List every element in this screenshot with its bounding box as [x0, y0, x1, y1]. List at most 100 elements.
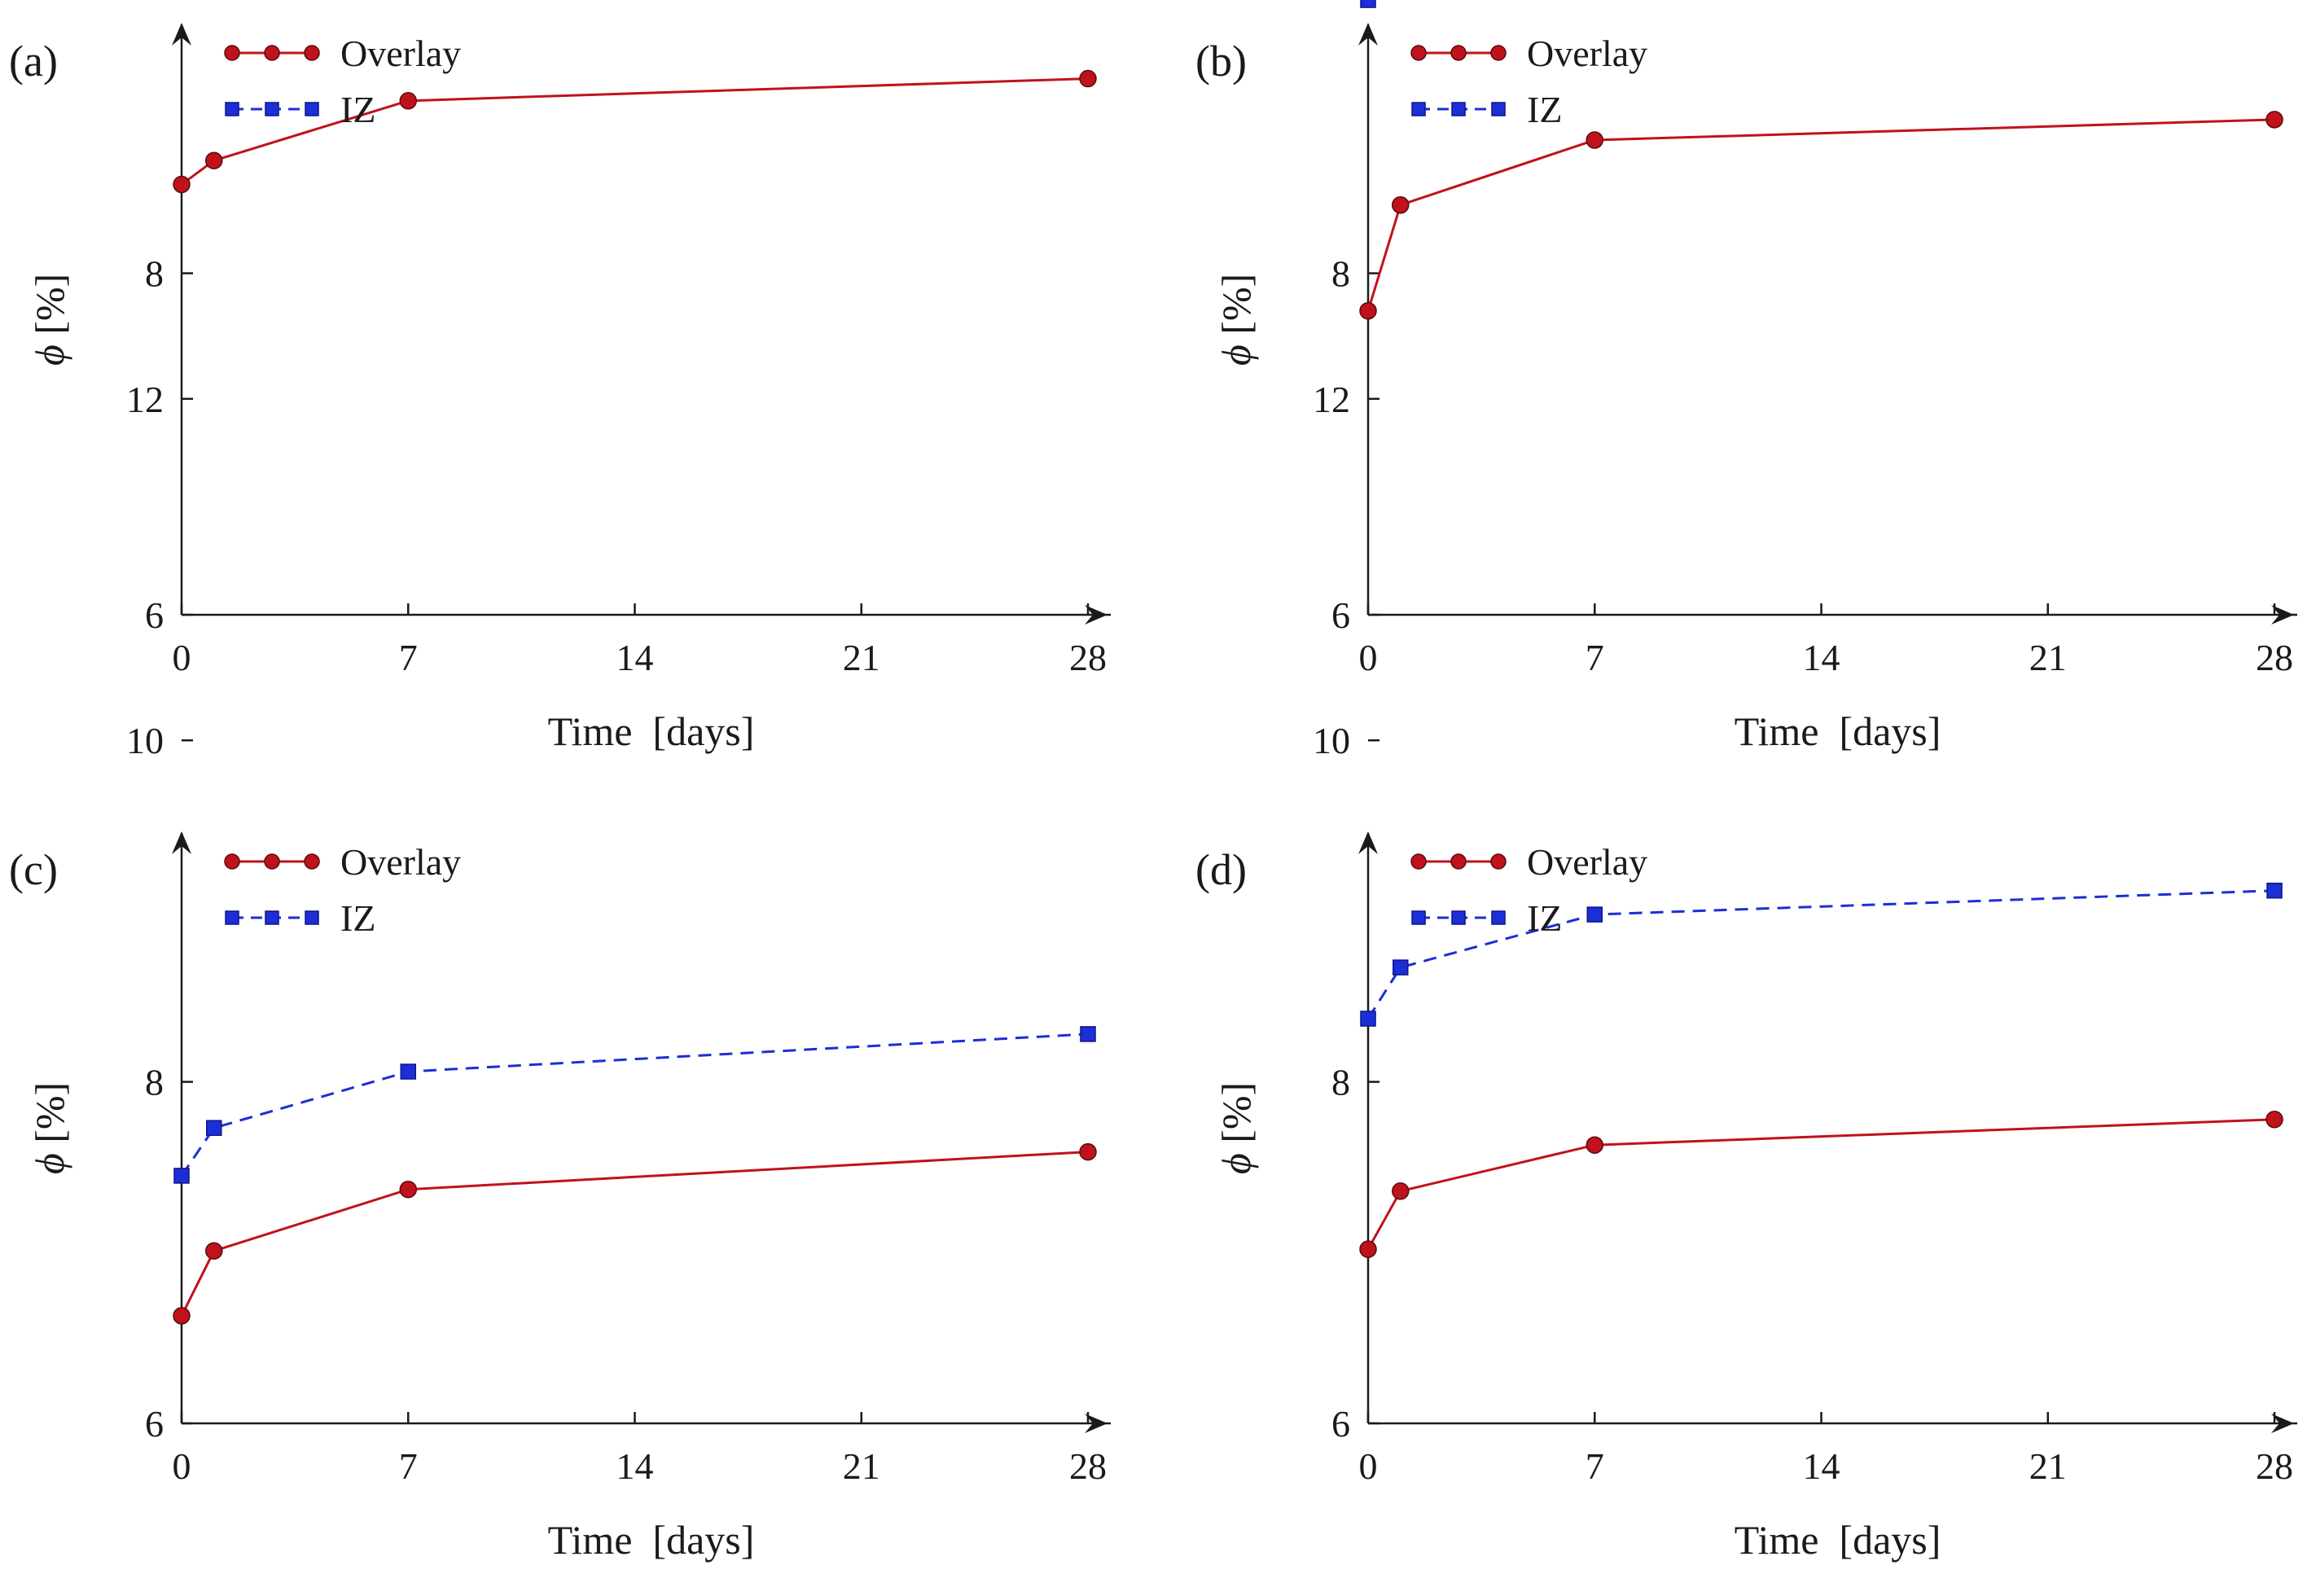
x-tick-label: 21: [843, 637, 880, 678]
data-point: [1586, 131, 1603, 149]
data-point: [173, 175, 191, 194]
data-point: [399, 92, 417, 110]
x-tick-label: 21: [2029, 637, 2067, 678]
series-overlay: [1359, 111, 2283, 320]
data-point: [1079, 69, 1097, 88]
data-point: [2266, 1110, 2283, 1129]
legend-label: IZ: [1527, 897, 1562, 939]
y-tick-label: 6: [1331, 594, 1350, 636]
legend-marker: [1491, 910, 1506, 925]
y-tick-label: 12: [126, 379, 164, 420]
data-point: [1392, 195, 1410, 214]
x-tick-label: 21: [843, 1445, 880, 1487]
x-tick-label: 14: [616, 637, 654, 678]
panel-label: (b): [1195, 37, 1247, 86]
x-tick-label: 28: [1069, 1445, 1107, 1487]
x-tick-label: 7: [1586, 637, 1604, 678]
legend-marker: [264, 45, 280, 61]
legend-marker: [305, 910, 319, 925]
data-point: [400, 1063, 416, 1080]
series-line-overlay: [180, 1151, 1089, 1317]
panel-label: (a): [9, 37, 58, 86]
x-tick-label: 28: [1069, 637, 1107, 678]
series-overlay: [173, 69, 1097, 194]
legend-label: IZ: [340, 89, 375, 130]
y-tick-label: 6: [145, 594, 164, 636]
legend-marker: [304, 45, 320, 61]
legend-marker: [1490, 853, 1507, 870]
data-point: [1392, 1182, 1410, 1200]
x-tick-label: 14: [1803, 637, 1840, 678]
y-tick-label: 6: [1331, 1403, 1350, 1445]
y-axis-title-symbol: ϕ: [27, 344, 72, 366]
legend-label: Overlay: [340, 33, 461, 74]
legend-item-iz: IZ: [225, 89, 375, 130]
x-axis-arrow: [2271, 605, 2294, 625]
data-point: [1360, 1011, 1376, 1027]
y-axis-arrow: [172, 23, 191, 46]
y-axis-arrow: [1358, 831, 1378, 854]
x-tick-label: 14: [1803, 1445, 1840, 1487]
legend-marker: [225, 102, 239, 116]
legend-marker: [305, 102, 319, 116]
data-point: [205, 1242, 223, 1260]
data-point: [1586, 906, 1603, 923]
legend-marker: [224, 853, 240, 870]
series-overlay: [1359, 1110, 2283, 1258]
data-point: [1359, 1240, 1377, 1258]
y-axis-title-unit: [%]: [1213, 274, 1259, 344]
panel-c: 0 7 14 21 28 6 8 10 12 Time [days] ϕ [%] (c) Overlay…: [9, 379, 1111, 1563]
legend-label: IZ: [1527, 89, 1562, 130]
x-tick-label: 14: [616, 1445, 654, 1487]
legend-item-iz: IZ: [1411, 89, 1562, 130]
series-iz: [1360, 0, 1376, 8]
legend-marker: [1411, 910, 1426, 925]
y-tick-label: 8: [1331, 1062, 1350, 1103]
data-point: [1079, 1142, 1097, 1161]
data-point: [1586, 1136, 1603, 1154]
legend-marker: [1451, 102, 1466, 116]
y-axis-arrow: [1358, 23, 1378, 46]
legend-item-iz: IZ: [225, 897, 375, 939]
y-axis-title-unit: [%]: [27, 1082, 72, 1153]
data-point: [173, 1168, 190, 1184]
x-tick-label: 28: [2256, 637, 2293, 678]
legend-marker: [1450, 853, 1467, 870]
data-point: [1393, 959, 1409, 976]
data-point: [1360, 0, 1376, 8]
legend-marker: [304, 853, 320, 870]
data-point: [173, 1307, 191, 1325]
legend-marker: [1490, 45, 1507, 61]
series-line-overlay: [181, 77, 1089, 186]
y-axis-title-symbol: ϕ: [1213, 1153, 1259, 1174]
x-axis-title: Time [days]: [1735, 708, 1941, 754]
y-tick-label: 8: [145, 253, 164, 295]
y-axis-title: ϕ [%]: [27, 1082, 72, 1174]
data-point: [206, 1120, 222, 1136]
legend-item-iz: IZ: [1411, 897, 1562, 939]
x-tick-label: 28: [2256, 1445, 2293, 1487]
legend-item-overlay: Overlay: [224, 33, 461, 74]
x-tick-label: 0: [173, 1445, 191, 1487]
y-axis-title-symbol: ϕ: [27, 1153, 72, 1174]
y-tick-label: 8: [1331, 253, 1350, 295]
y-tick-label: 10: [1313, 720, 1350, 761]
y-axis-title-unit: [%]: [1213, 1082, 1259, 1153]
data-point: [2266, 882, 2283, 899]
x-axis-arrow: [1085, 1414, 1108, 1433]
y-axis-title-symbol: ϕ: [1213, 344, 1259, 366]
legend-marker: [224, 45, 240, 61]
y-axis-arrow: [172, 831, 191, 854]
legend-marker: [1451, 910, 1466, 925]
x-tick-label: 7: [399, 637, 418, 678]
legend-marker: [265, 910, 279, 925]
x-tick-label: 0: [1359, 1445, 1378, 1487]
y-axis-title: ϕ [%]: [27, 274, 72, 366]
legend-marker: [264, 853, 280, 870]
series-line-iz: [1366, 889, 2275, 1019]
y-axis-title: ϕ [%]: [1213, 1082, 1259, 1174]
y-axis-title: ϕ [%]: [1213, 274, 1259, 366]
x-tick-label: 0: [1359, 637, 1378, 678]
